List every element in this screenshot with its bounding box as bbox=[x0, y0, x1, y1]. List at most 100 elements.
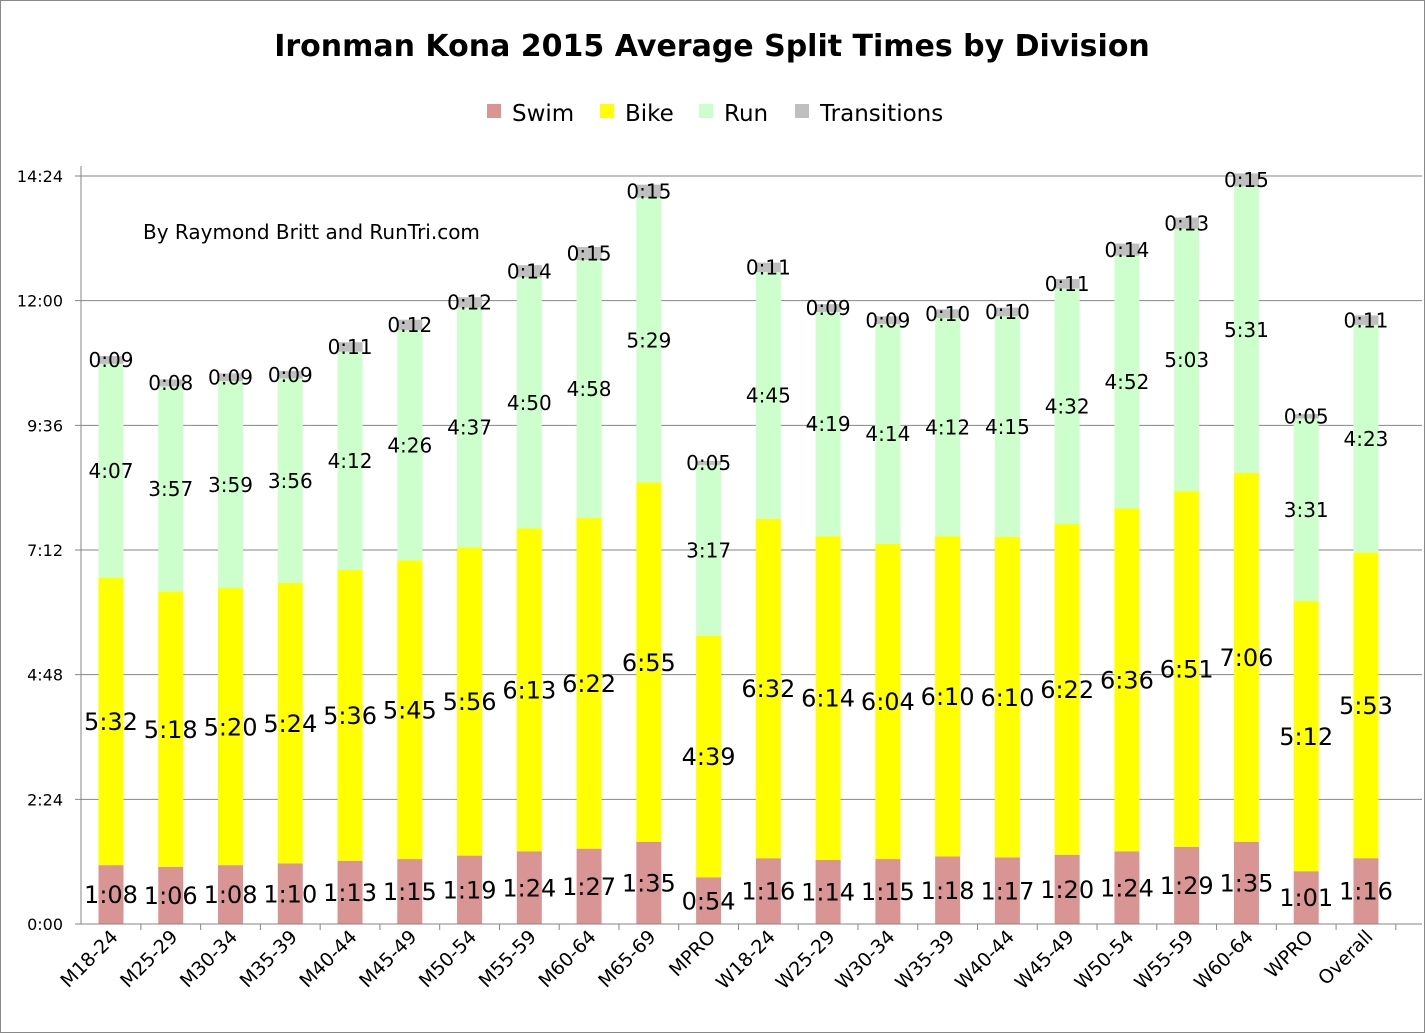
bar-run bbox=[1293, 418, 1319, 602]
data-label-bike: 6:32 bbox=[741, 675, 795, 703]
data-label-run: 4:52 bbox=[1104, 370, 1149, 394]
data-label-transitions: 0:15 bbox=[626, 179, 671, 203]
bar-run bbox=[1054, 288, 1080, 525]
data-label-bike: 6:10 bbox=[980, 684, 1034, 712]
bar-run bbox=[935, 317, 961, 537]
data-label-bike: 6:10 bbox=[921, 683, 975, 711]
bar-swim bbox=[1293, 871, 1319, 924]
data-label-run: 3:59 bbox=[208, 473, 253, 497]
data-label-bike: 7:06 bbox=[1219, 644, 1273, 672]
data-label-run: 4:12 bbox=[925, 415, 970, 439]
data-label-bike: 4:39 bbox=[682, 743, 736, 771]
y-tick-label: 4:48 bbox=[27, 666, 63, 685]
legend-swatch-swim bbox=[487, 104, 501, 118]
data-label-transitions: 0:10 bbox=[985, 300, 1030, 324]
bar-transitions bbox=[218, 373, 244, 382]
data-label-bike: 6:55 bbox=[622, 649, 676, 677]
bar-swim bbox=[1054, 854, 1080, 924]
bar-run bbox=[98, 363, 124, 578]
bar-bike bbox=[1054, 524, 1080, 855]
data-label-transitions: 0:12 bbox=[387, 313, 432, 337]
data-label-transitions: 0:08 bbox=[148, 371, 193, 395]
data-label-run: 4:37 bbox=[447, 416, 492, 440]
bar-transitions bbox=[815, 304, 841, 312]
data-label-swim: 1:15 bbox=[383, 878, 437, 906]
x-tick-label: Overall bbox=[1314, 926, 1378, 990]
bar-swim bbox=[158, 866, 184, 924]
legend: Swim Bike Run Transitions bbox=[487, 101, 943, 127]
bar-swim bbox=[815, 859, 841, 924]
data-label-swim: 1:16 bbox=[741, 878, 795, 906]
bar-run bbox=[1353, 324, 1379, 553]
chart-annotation: By Raymond Britt and RunTri.com bbox=[143, 220, 480, 244]
data-label-transitions: 0:09 bbox=[865, 308, 910, 332]
bar-bike bbox=[636, 482, 662, 842]
chart-title: Ironman Kona 2015 Average Split Times by… bbox=[274, 29, 1150, 64]
data-label-bike: 6:14 bbox=[801, 685, 855, 713]
data-label-bike: 5:18 bbox=[144, 716, 198, 744]
bar-swim bbox=[875, 859, 901, 924]
bar-transitions bbox=[1174, 217, 1200, 229]
legend-label-bike: Bike bbox=[625, 101, 674, 127]
data-label-transitions: 0:05 bbox=[686, 451, 731, 475]
data-label-transitions: 0:14 bbox=[507, 259, 552, 283]
bar-swim bbox=[397, 859, 423, 924]
bar-transitions bbox=[1353, 315, 1379, 325]
bar-bike bbox=[696, 635, 722, 878]
y-tick-label: 9:36 bbox=[27, 416, 63, 435]
bar-transitions bbox=[277, 370, 303, 379]
x-tick-label: M55-59 bbox=[475, 926, 541, 992]
bar-run bbox=[994, 316, 1020, 538]
data-label-swim: 1:14 bbox=[801, 879, 855, 907]
y-tick-label: 2:24 bbox=[27, 790, 63, 809]
x-tick-label: W35-39 bbox=[891, 926, 959, 994]
bars bbox=[98, 173, 1379, 924]
data-label-bike: 6:22 bbox=[562, 670, 616, 698]
x-tick-label: WPRO bbox=[1261, 926, 1318, 983]
data-label-bike: 6:13 bbox=[502, 676, 556, 704]
data-label-bike: 6:36 bbox=[1100, 667, 1154, 695]
data-label-run: 5:29 bbox=[626, 328, 671, 352]
bar-transitions bbox=[98, 356, 124, 364]
data-label-run: 5:31 bbox=[1224, 318, 1269, 342]
bar-bike bbox=[755, 518, 781, 859]
bar-swim bbox=[1174, 846, 1200, 924]
bar-transitions bbox=[935, 309, 961, 318]
data-label-transitions: 0:11 bbox=[1343, 308, 1388, 332]
bar-transitions bbox=[1233, 173, 1259, 187]
bar-swim bbox=[457, 855, 483, 924]
data-label-swim: 1:18 bbox=[921, 877, 975, 905]
data-label-swim: 0:54 bbox=[682, 887, 736, 915]
bar-transitions bbox=[158, 379, 184, 387]
data-label-swim: 1:16 bbox=[1339, 878, 1393, 906]
data-label-run: 4:07 bbox=[89, 459, 134, 483]
data-label-bike: 6:22 bbox=[1040, 676, 1094, 704]
x-tick-label: M45-49 bbox=[355, 926, 421, 992]
data-label-run: 4:58 bbox=[567, 377, 612, 401]
bar-run bbox=[696, 465, 722, 636]
x-tick-label: W40-44 bbox=[951, 926, 1019, 994]
data-label-run: 3:17 bbox=[686, 539, 731, 563]
data-label-transitions: 0:13 bbox=[1164, 211, 1209, 235]
bar-bike bbox=[218, 588, 244, 866]
data-label-run: 4:32 bbox=[1045, 394, 1090, 418]
data-label-run: 5:03 bbox=[1164, 348, 1209, 372]
x-tick-label: M25-29 bbox=[116, 926, 182, 992]
bar-bike bbox=[457, 547, 483, 856]
data-label-transitions: 0:09 bbox=[89, 348, 134, 372]
data-label-transitions: 0:14 bbox=[1104, 238, 1149, 262]
data-label-transitions: 0:09 bbox=[268, 363, 313, 387]
bar-transitions bbox=[994, 307, 1020, 317]
x-tick-label: W45-49 bbox=[1011, 926, 1079, 994]
bar-transitions bbox=[457, 297, 483, 308]
data-label-swim: 1:15 bbox=[861, 878, 915, 906]
bar-bike bbox=[98, 577, 124, 866]
bar-transitions bbox=[755, 262, 781, 273]
bar-bike bbox=[994, 537, 1020, 858]
bar-run bbox=[218, 381, 244, 589]
bar-swim bbox=[935, 856, 961, 924]
bar-run bbox=[397, 330, 423, 561]
data-label-transitions: 0:12 bbox=[447, 291, 492, 315]
data-label-run: 4:23 bbox=[1343, 427, 1388, 451]
bar-run bbox=[1174, 228, 1200, 492]
